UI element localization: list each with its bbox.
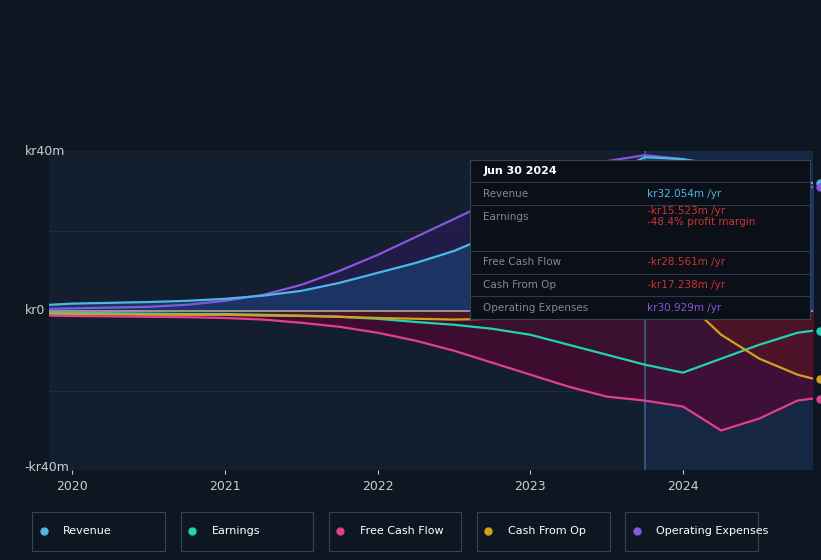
Text: -kr28.561m /yr: -kr28.561m /yr xyxy=(647,257,725,267)
Text: -48.4% profit margin: -48.4% profit margin xyxy=(647,217,755,227)
Text: kr0: kr0 xyxy=(25,304,45,318)
Text: Free Cash Flow: Free Cash Flow xyxy=(360,526,443,535)
Text: kr40m: kr40m xyxy=(25,144,65,158)
Text: Free Cash Flow: Free Cash Flow xyxy=(484,257,562,267)
Bar xyxy=(644,151,821,470)
Text: Operating Expenses: Operating Expenses xyxy=(656,526,768,535)
Text: Operating Expenses: Operating Expenses xyxy=(484,303,589,313)
Text: Cash From Op: Cash From Op xyxy=(507,526,585,535)
Text: Earnings: Earnings xyxy=(484,212,529,222)
Text: kr32.054m /yr: kr32.054m /yr xyxy=(647,189,721,199)
Text: -kr15.523m /yr: -kr15.523m /yr xyxy=(647,206,725,216)
Text: Revenue: Revenue xyxy=(63,526,112,535)
Text: Jun 30 2024: Jun 30 2024 xyxy=(484,166,557,176)
Text: Earnings: Earnings xyxy=(211,526,260,535)
Text: Cash From Op: Cash From Op xyxy=(484,280,557,290)
Text: -kr40m: -kr40m xyxy=(25,461,70,474)
Text: -kr17.238m /yr: -kr17.238m /yr xyxy=(647,280,725,290)
Text: kr30.929m /yr: kr30.929m /yr xyxy=(647,303,721,313)
Text: Revenue: Revenue xyxy=(484,189,529,199)
